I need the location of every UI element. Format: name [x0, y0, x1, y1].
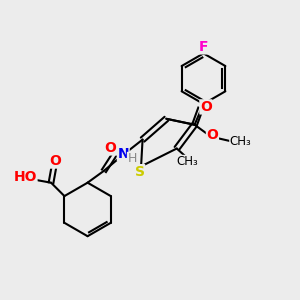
Text: O: O [50, 154, 61, 168]
Text: O: O [104, 141, 116, 155]
Text: H: H [128, 152, 137, 165]
Text: N: N [117, 147, 129, 160]
Text: CH₃: CH₃ [230, 135, 251, 148]
Text: O: O [206, 128, 218, 142]
Text: F: F [199, 40, 208, 54]
Text: CH₃: CH₃ [176, 155, 198, 168]
Text: S: S [135, 165, 145, 179]
Text: O: O [200, 100, 212, 114]
Text: HO: HO [14, 170, 37, 184]
